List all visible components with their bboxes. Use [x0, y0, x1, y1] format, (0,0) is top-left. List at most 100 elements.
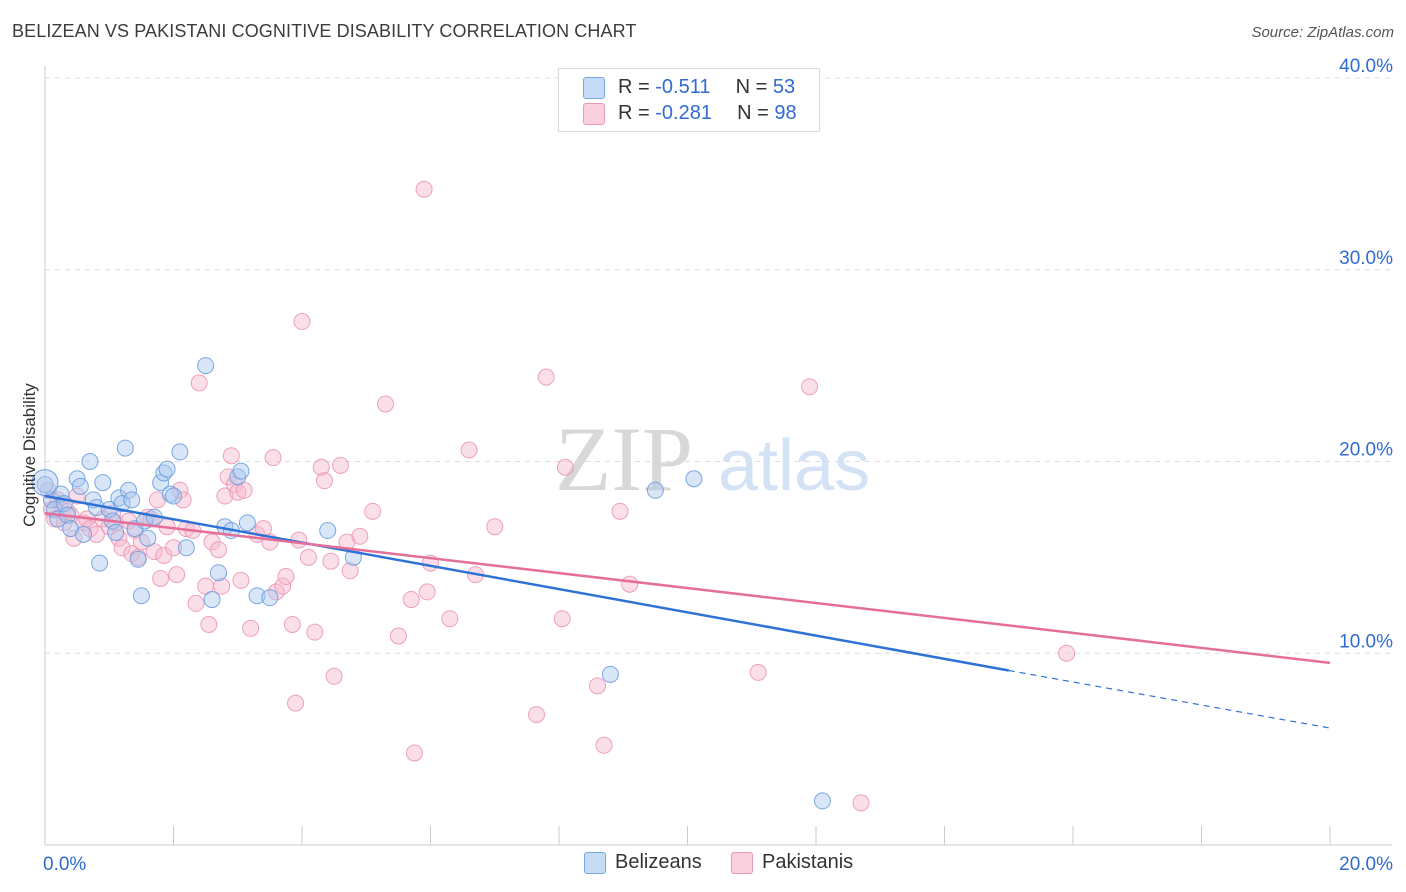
legend-n-value: 98: [774, 102, 797, 124]
legend-swatch-pink: [731, 852, 753, 874]
data-point: [267, 583, 285, 601]
data-point: [91, 554, 109, 572]
data-point: [238, 514, 256, 532]
legend-r-value: -0.511: [655, 76, 711, 98]
grid-lines: [45, 77, 1392, 654]
data-point: [553, 610, 571, 628]
data-point: [209, 541, 227, 559]
data-point: [306, 623, 324, 641]
data-point: [364, 502, 382, 520]
data-point: [132, 587, 150, 605]
data-point: [209, 564, 227, 582]
legend-n-label: N =: [735, 76, 773, 98]
trend-line-pakistanis: [44, 512, 1331, 665]
data-point: [158, 460, 176, 478]
data-point: [283, 615, 301, 633]
data-point: [418, 583, 436, 601]
data-point: [229, 468, 247, 486]
legend-n-label: N =: [737, 102, 775, 124]
axes: [44, 66, 1392, 846]
data-point: [1058, 644, 1076, 662]
data-point: [200, 615, 218, 633]
data-point: [248, 587, 266, 605]
data-point: [293, 313, 311, 331]
data-point: [264, 449, 282, 467]
data-point: [65, 529, 83, 547]
data-point: [139, 529, 157, 547]
data-point: [203, 591, 221, 609]
data-point: [165, 539, 182, 557]
data-point: [152, 569, 170, 587]
legend-label-belizeans: Belizeans: [615, 851, 702, 873]
data-point: [197, 357, 215, 375]
y-tick-label: 30.0%: [1339, 248, 1393, 269]
data-point: [36, 476, 54, 494]
data-point: [341, 562, 359, 580]
data-point: [325, 667, 343, 685]
legend-n-value: 53: [772, 76, 796, 98]
data-point: [319, 522, 337, 540]
legend-swatch-pink: [583, 103, 605, 125]
data-point: [213, 577, 231, 595]
chart-source: Source: ZipAtlas.com: [1251, 24, 1394, 41]
data-point: [415, 180, 433, 198]
data-point: [749, 663, 767, 681]
data-point: [187, 594, 205, 612]
data-point: [646, 481, 664, 499]
data-point: [389, 627, 407, 645]
tick-labels: 10.0% 20.0% 30.0% 40.0% 0.0% 20.0%: [43, 56, 1393, 875]
legend-r-label: R =: [618, 76, 656, 98]
legend-swatch-blue: [583, 77, 605, 99]
data-point: [322, 552, 340, 570]
data-point: [274, 577, 292, 595]
data-point: [460, 441, 478, 459]
data-point: [299, 548, 317, 566]
belizeans-points: [31, 357, 831, 810]
data-point: [537, 368, 555, 386]
data-point: [813, 792, 831, 810]
chart-title: BELIZEAN VS PAKISTANI COGNITIVE DISABILI…: [12, 21, 637, 41]
data-point: [611, 502, 629, 520]
data-point: [165, 487, 182, 505]
data-point: [229, 483, 247, 501]
data-point: [621, 575, 639, 593]
data-point: [528, 706, 546, 724]
data-point: [216, 487, 234, 505]
data-point-large: [31, 469, 59, 497]
legend-label-pakistanis: Pakistanis: [762, 851, 854, 873]
data-point: [75, 525, 93, 543]
legend-r-value: -0.281: [655, 102, 712, 124]
data-point: [81, 453, 99, 470]
data-point: [277, 568, 295, 586]
data-point: [177, 539, 195, 557]
data-point: [110, 529, 128, 547]
data-point: [161, 485, 179, 503]
data-point: [120, 481, 138, 499]
data-point: [852, 794, 870, 812]
data-point: [486, 518, 504, 536]
trend-line-belizeans: [44, 494, 1009, 672]
data-point: [441, 610, 459, 628]
data-point: [129, 550, 147, 568]
data-point: [123, 491, 141, 509]
series-legend: Belizeans Pakistanis: [0, 850, 1406, 878]
data-point: [287, 694, 305, 712]
data-point: [171, 443, 189, 461]
watermark: ZIP atlas: [555, 408, 870, 510]
data-point: [589, 677, 607, 695]
data-point: [113, 539, 131, 557]
data-point: [601, 665, 619, 683]
data-point: [190, 374, 208, 392]
x-tick-label: 0.0%: [43, 854, 86, 875]
y-tick-label: 20.0%: [1339, 440, 1393, 461]
data-point: [232, 462, 250, 480]
data-point: [315, 472, 333, 490]
trend-line-belizeans-extension: [1008, 669, 1331, 729]
trend-lines: [44, 494, 1331, 729]
y-axis-label: Cognitive Disability: [20, 383, 39, 527]
correlation-legend: R = -0.511 N = 53 R = -0.281 N = 98: [558, 68, 820, 132]
data-point: [107, 523, 125, 541]
data-point: [222, 447, 240, 465]
data-point: [71, 477, 89, 495]
